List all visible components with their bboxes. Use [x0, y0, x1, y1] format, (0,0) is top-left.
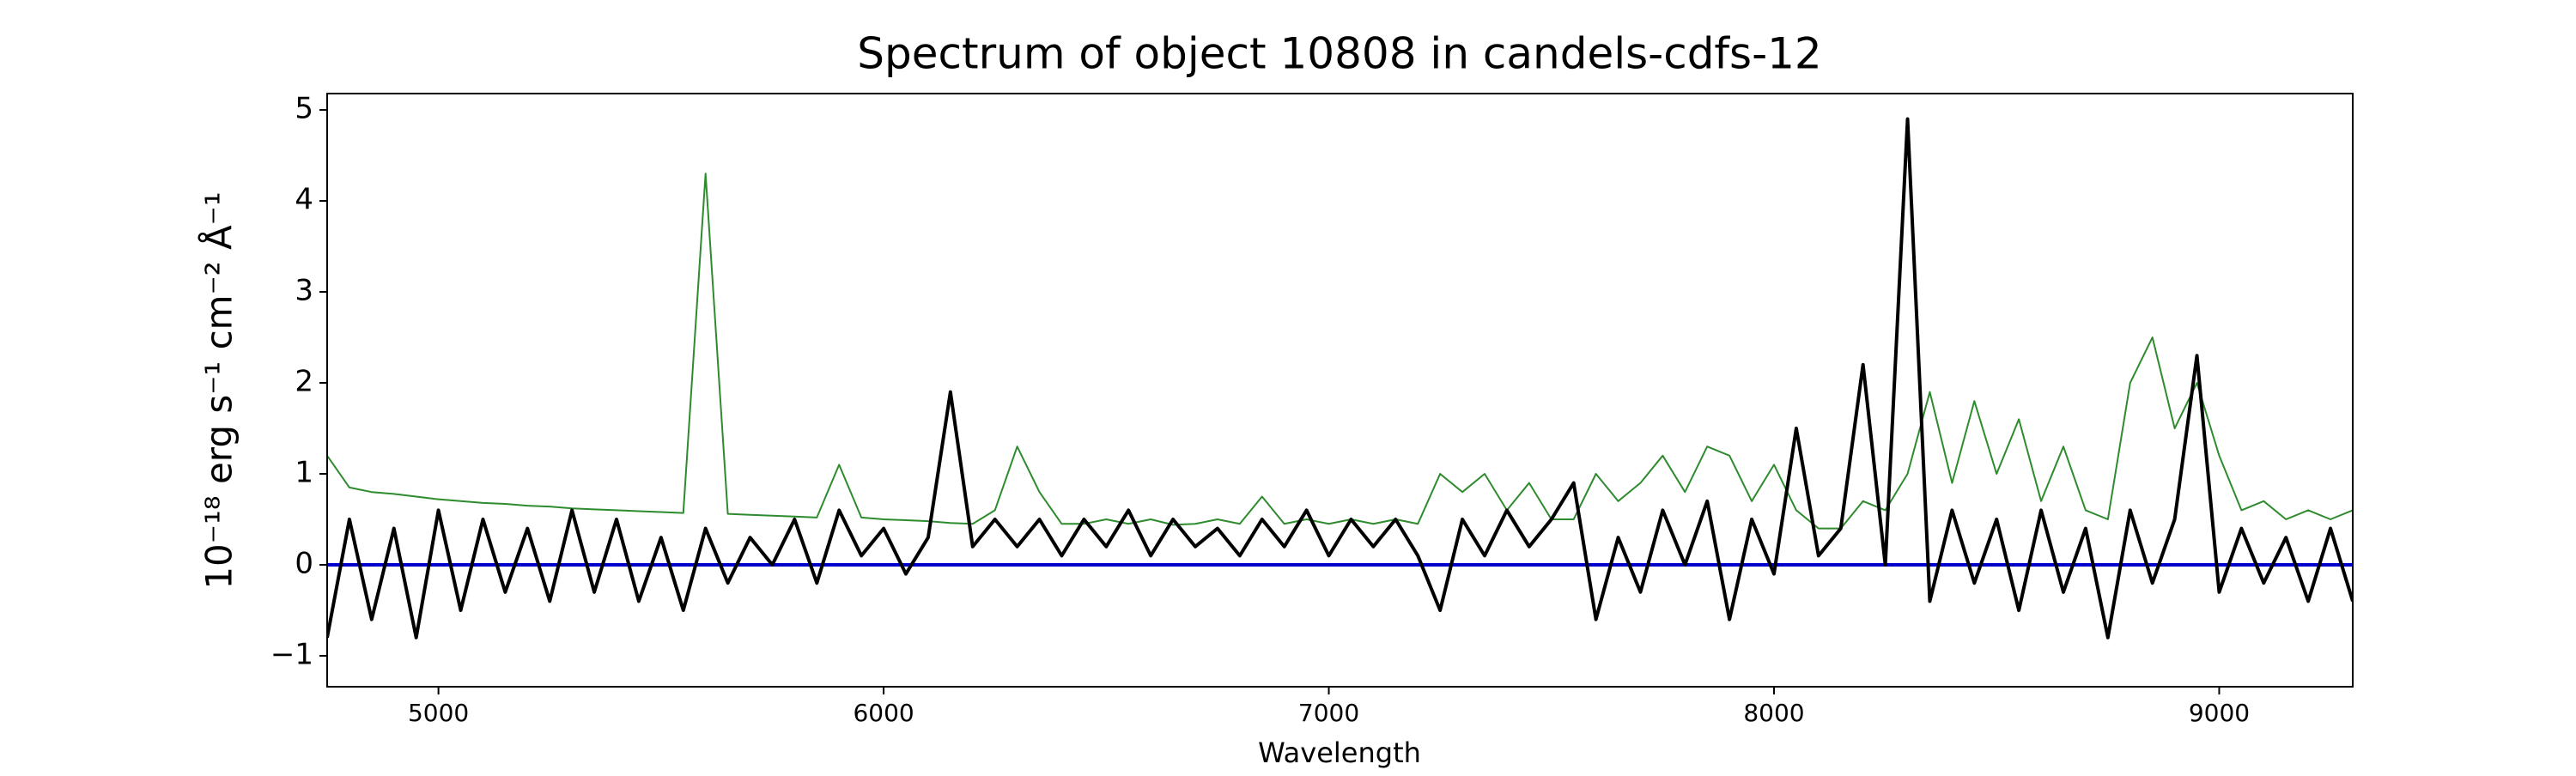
y-tick-label: 5	[295, 92, 313, 126]
x-tick-label: 6000	[853, 699, 914, 727]
y-axis-label: 10⁻¹⁸ erg s⁻¹ cm⁻² Å⁻¹	[197, 191, 240, 589]
spectrum-line	[327, 173, 2353, 530]
x-tick-label: 7000	[1298, 699, 1359, 727]
x-tick-label: 5000	[408, 699, 469, 727]
x-tick-label: 8000	[1743, 699, 1804, 727]
chart-title: Spectrum of object 10808 in candels-cdfs…	[857, 29, 1822, 79]
spectrum-line	[327, 117, 2353, 640]
x-axis-label: Wavelength	[1258, 737, 1421, 769]
y-tick-label: 0	[295, 546, 313, 580]
y-tick-label: 4	[295, 183, 313, 217]
x-tick-label: 9000	[2189, 699, 2250, 727]
y-tick-label: 3	[295, 274, 313, 308]
plot-frame	[326, 93, 2354, 688]
y-tick-label: 1	[295, 456, 313, 490]
y-tick-label: −1	[270, 637, 313, 671]
y-tick-label: 2	[295, 365, 313, 399]
